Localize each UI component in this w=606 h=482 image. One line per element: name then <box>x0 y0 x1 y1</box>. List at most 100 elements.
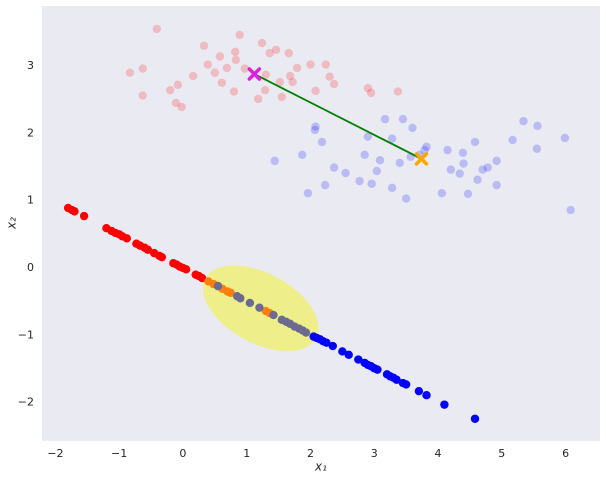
scatter-point <box>79 211 89 221</box>
scatter-point <box>235 30 244 40</box>
scatter-point <box>325 72 334 81</box>
y-tick-label: −1 <box>18 328 34 341</box>
scatter-point <box>229 87 239 96</box>
scatter-point <box>532 144 542 153</box>
scatter-point <box>443 145 452 155</box>
scatter-point <box>492 156 501 166</box>
scatter-point <box>138 64 147 73</box>
scatter-point <box>320 180 330 190</box>
scatter-point <box>255 303 264 312</box>
scatter-point <box>197 273 207 283</box>
scatter-point <box>422 142 431 151</box>
scatter-point <box>143 245 153 254</box>
scatter-point <box>372 166 381 176</box>
scatter-point <box>463 189 473 199</box>
scatter-point <box>422 391 431 400</box>
scatter-point <box>257 38 267 48</box>
scatter-point <box>401 380 411 389</box>
scatter-point <box>215 52 225 61</box>
scatter-point <box>478 165 487 174</box>
scatter-point <box>199 41 209 50</box>
scatter-point <box>344 350 353 360</box>
x-axis-label: x₁ <box>314 460 327 474</box>
scatter-point <box>177 102 186 112</box>
scatter-point <box>152 24 161 34</box>
scatter-point <box>261 70 271 79</box>
scatter-point <box>492 180 501 190</box>
x-tick-label: 1 <box>243 447 250 460</box>
scatter-point <box>297 150 307 160</box>
scatter-point <box>401 194 411 203</box>
scatter-point <box>414 386 424 396</box>
scatter-point <box>288 77 297 87</box>
scatter-point <box>373 365 382 374</box>
scatter-point <box>459 159 468 168</box>
scatter-point <box>222 63 232 73</box>
scatter-point <box>171 98 181 108</box>
scatter-point <box>355 176 364 186</box>
scatter-point <box>303 188 313 198</box>
scatter-point <box>321 60 330 69</box>
scatter-point <box>398 114 408 124</box>
scatter-point <box>275 77 285 87</box>
scatter-point <box>240 64 249 73</box>
scatter-point <box>446 165 455 174</box>
scatter-point <box>271 45 281 54</box>
scatter-point <box>173 80 183 89</box>
scatter-point <box>437 188 447 198</box>
x-tick-label: 6 <box>562 447 569 460</box>
scatter-point <box>277 92 286 102</box>
scatter-point <box>533 121 542 131</box>
scatter-point <box>473 175 482 184</box>
scatter-point <box>122 234 132 243</box>
scatter-point <box>301 328 311 337</box>
x-tick-label: 0 <box>179 447 186 460</box>
y-tick-label: −2 <box>18 396 34 409</box>
scatter-point <box>380 114 390 124</box>
scatter-point <box>483 163 492 172</box>
x-tick-label: 4 <box>435 447 442 460</box>
scatter-point <box>329 79 339 89</box>
x-tick-label: −2 <box>47 447 63 460</box>
scatter-point <box>253 94 263 104</box>
scatter-point <box>310 125 320 135</box>
scatter-point <box>226 288 235 298</box>
scatter-point <box>157 252 167 262</box>
centroid-marker <box>414 152 429 166</box>
scatter-point <box>213 281 223 291</box>
scatter-point <box>270 156 279 166</box>
scatter-point <box>70 207 79 216</box>
x-tick-label: 2 <box>307 447 314 460</box>
y-tick-label: 1 <box>27 194 34 207</box>
scatter-point <box>138 91 147 100</box>
scatter-point <box>338 347 347 356</box>
centroid-marker <box>247 67 262 81</box>
scatter-point <box>231 55 241 65</box>
scatter-point <box>363 132 373 141</box>
scatter-point <box>245 298 255 308</box>
scatter-point <box>261 85 270 95</box>
scatter-point <box>363 83 373 93</box>
scatter-point <box>367 179 376 188</box>
x-tick-label: −1 <box>111 447 127 460</box>
scatter-point <box>566 205 575 215</box>
scatter-point <box>470 414 480 423</box>
scatter-point <box>458 148 468 157</box>
x-tick-label: 5 <box>498 447 505 460</box>
scatter-point <box>285 71 295 81</box>
y-axis-label: x₂ <box>5 217 19 230</box>
y-tick-label: 3 <box>27 59 34 72</box>
scatter-point <box>306 60 315 69</box>
scatter-point <box>440 400 449 409</box>
scatter-point <box>508 135 517 145</box>
scatter-point <box>265 48 274 58</box>
plot-area <box>42 6 600 441</box>
scatter-point <box>210 68 220 77</box>
scatter-point <box>395 158 404 168</box>
scatter-point <box>317 137 327 147</box>
scatter-point <box>203 60 213 69</box>
scatter-point <box>392 375 401 384</box>
scatter-point <box>181 265 191 274</box>
scatter-point <box>393 87 403 96</box>
